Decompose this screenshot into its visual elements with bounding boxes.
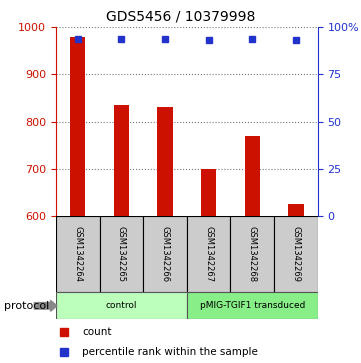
Bar bbox=[201, 169, 216, 216]
Text: GSM1342266: GSM1342266 bbox=[161, 226, 170, 282]
Bar bbox=[187, 292, 318, 319]
Text: GDS5456 / 10379998: GDS5456 / 10379998 bbox=[106, 9, 255, 23]
Bar bbox=[143, 216, 187, 292]
Bar bbox=[100, 216, 143, 292]
Bar bbox=[56, 292, 187, 319]
Text: protocol: protocol bbox=[4, 301, 49, 311]
Text: pMIG-TGIF1 transduced: pMIG-TGIF1 transduced bbox=[200, 301, 305, 310]
Bar bbox=[288, 204, 304, 216]
Text: GSM1342264: GSM1342264 bbox=[73, 226, 82, 282]
Text: GSM1342265: GSM1342265 bbox=[117, 226, 126, 282]
Text: GSM1342269: GSM1342269 bbox=[291, 226, 300, 282]
Text: percentile rank within the sample: percentile rank within the sample bbox=[82, 347, 258, 357]
Text: control: control bbox=[106, 301, 137, 310]
Bar bbox=[274, 216, 318, 292]
Text: GSM1342267: GSM1342267 bbox=[204, 226, 213, 282]
Bar bbox=[230, 216, 274, 292]
Text: count: count bbox=[82, 327, 112, 337]
Bar bbox=[70, 37, 86, 216]
Bar bbox=[187, 216, 230, 292]
Text: GSM1342268: GSM1342268 bbox=[248, 226, 257, 282]
Bar bbox=[157, 107, 173, 216]
Bar bbox=[56, 216, 100, 292]
Bar bbox=[245, 136, 260, 216]
Bar bbox=[114, 105, 129, 216]
